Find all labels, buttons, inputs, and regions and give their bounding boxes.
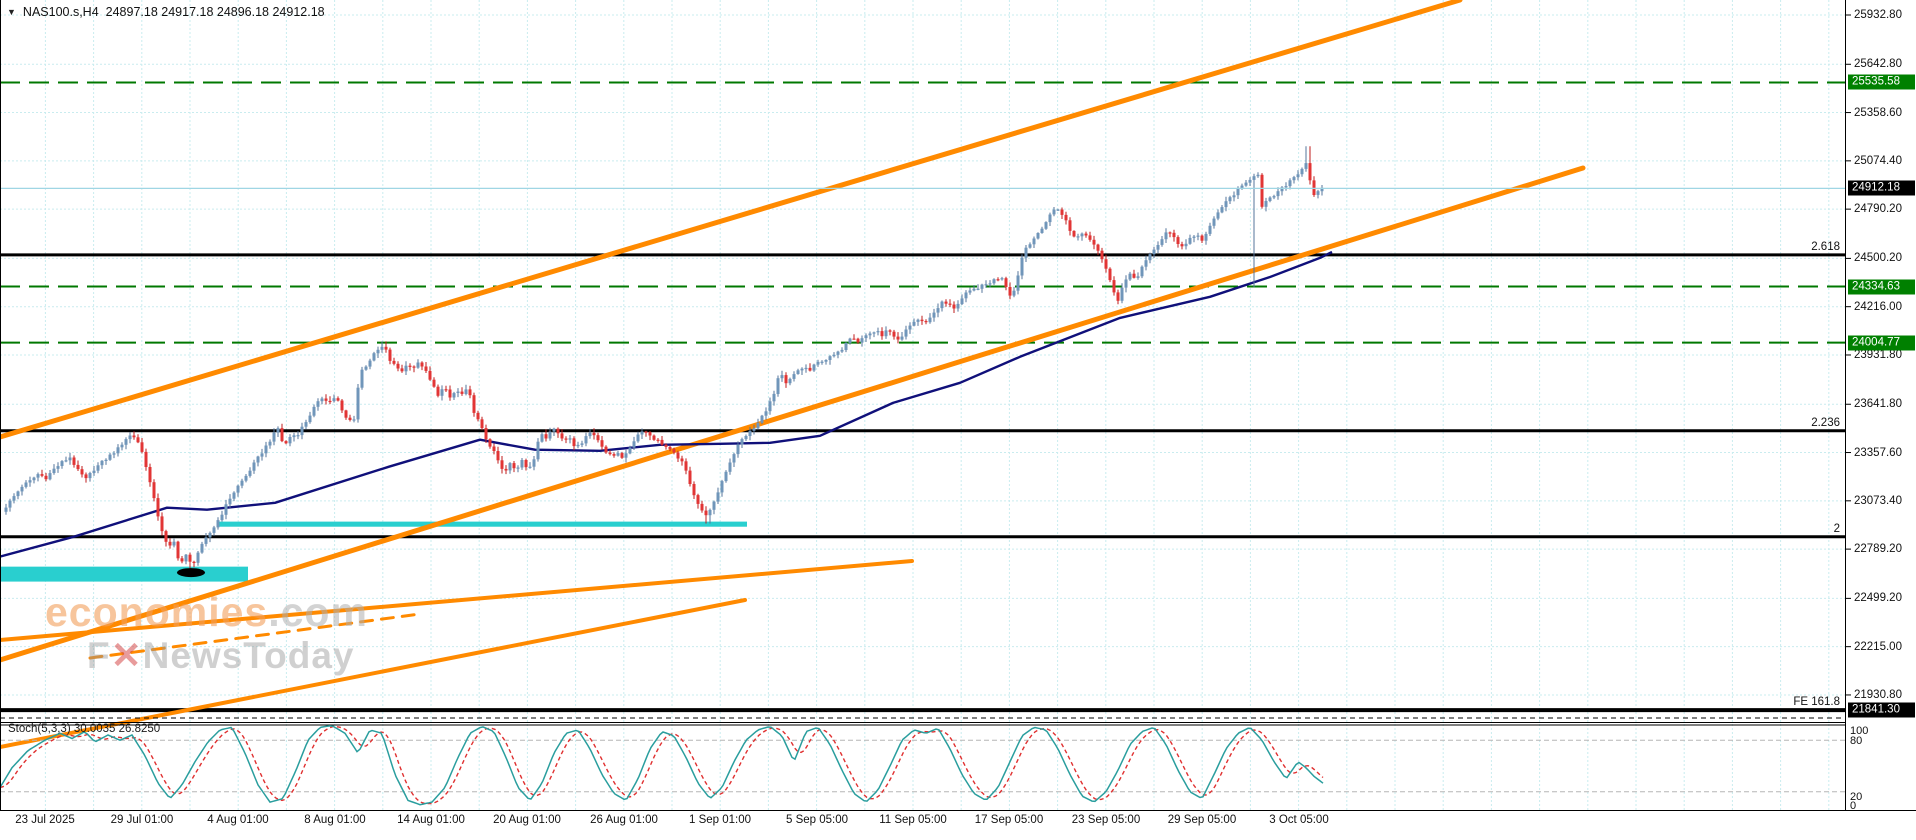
time-tick-label: 17 Sep 05:00 (974, 814, 1044, 826)
price-level-label-black: 24912.18 (1848, 180, 1915, 196)
price-tick-label: 23073.40 (1854, 494, 1902, 507)
time-tick-label: 23 Sep 05:00 (1071, 814, 1141, 826)
price-tick-label: 23357.60 (1854, 446, 1902, 459)
fibonacci-level-tag: FE 161.8 (1793, 696, 1840, 709)
time-tick-label: 11 Sep 05:00 (879, 814, 947, 826)
time-tick-label: 5 Sep 05:00 (785, 814, 849, 826)
time-axis[interactable]: 23 Jul 2025 29 Jul 01:00 4 Aug 01:00 8 Aug … (0, 812, 1845, 834)
price-tick-label: 21930.80 (1854, 688, 1902, 701)
stochastic-signal-line (0, 725, 1324, 805)
symbol-period-label: NAS100.s,H4 (22, 5, 99, 19)
orange-trendline-mid-channel[interactable] (0, 165, 1586, 663)
swing-low-marker[interactable] (177, 568, 205, 578)
time-tick-label: 3 Oct 05:00 (1269, 814, 1329, 826)
chart-title: ▼ NAS100.s,H4 24897.18 24917.18 24896.18… (7, 5, 325, 19)
symbol-dropdown-icon[interactable]: ▼ (7, 7, 16, 17)
stochastic-scale-label: 20 (1850, 791, 1863, 803)
candlesticks (4, 146, 1324, 573)
stochastic-scale-label: 80 (1850, 735, 1863, 747)
stochastic-main-line (0, 725, 1324, 806)
stochastic-scale-label: 0 (1850, 800, 1857, 812)
time-tick-label: 20 Aug 01:00 (493, 814, 561, 826)
price-tick-label: 22215.00 (1854, 640, 1902, 653)
orange-trendline-upper-channel[interactable] (0, 0, 1463, 440)
price-tick-label: 25642.80 (1854, 58, 1902, 71)
price-level-label-green: 24004.77 (1848, 335, 1915, 351)
fibonacci-level-tag: 2.618 (1811, 240, 1840, 253)
time-tick-label: 26 Aug 01:00 (590, 814, 658, 826)
ohlc-values: 24897.18 24917.18 24896.18 24912.18 (105, 5, 325, 19)
fibonacci-level-tag: 2 (1833, 522, 1840, 535)
price-tick-label: 25074.40 (1854, 154, 1902, 167)
price-tick-label: 23931.80 (1854, 348, 1902, 361)
price-tick-label: 22499.20 (1854, 592, 1902, 605)
price-level-label-green: 24334.63 (1848, 279, 1915, 295)
time-tick-label: 14 Aug 01:00 (397, 814, 465, 826)
price-level-label-green: 25535.58 (1848, 74, 1915, 90)
time-tick-label: 23 Jul 2025 (15, 814, 75, 826)
price-tick-label: 25358.60 (1854, 106, 1902, 119)
time-tick-label: 8 Aug 01:00 (304, 814, 366, 826)
orange-trendline-lower-support-dashed[interactable] (88, 612, 422, 660)
support-zone-rectangle[interactable] (219, 521, 747, 527)
price-tick-label: 24790.20 (1854, 203, 1902, 216)
price-tick-label: 22789.20 (1854, 543, 1902, 556)
stochastic-indicator-label: Stoch(5,3,3) 30.0035 26.8250 (8, 723, 161, 735)
time-tick-label: 29 Sep 05:00 (1167, 814, 1237, 826)
orange-trendline-lower-support-1[interactable] (0, 559, 914, 642)
price-tick-label: 24216.00 (1854, 300, 1902, 313)
price-tick-label: 23641.80 (1854, 398, 1902, 411)
price-level-label-black: 21841.30 (1848, 702, 1915, 718)
stochastic-scale-label: 100 (1850, 725, 1869, 737)
support-zone-rectangle[interactable] (0, 566, 248, 582)
price-tick-label: 25932.80 (1854, 9, 1902, 21)
price-tick-label: 24500.20 (1854, 252, 1902, 265)
time-tick-label: 29 Jul 01:00 (110, 814, 174, 826)
price-axis[interactable]: 25932.80 25642.80 25358.60 25074.40 24790.20… (1845, 0, 1916, 840)
fibonacci-level-tag: 2.236 (1811, 416, 1840, 429)
time-tick-label: 4 Aug 01:00 (207, 814, 269, 826)
time-tick-label: 1 Sep 01:00 (688, 814, 752, 826)
